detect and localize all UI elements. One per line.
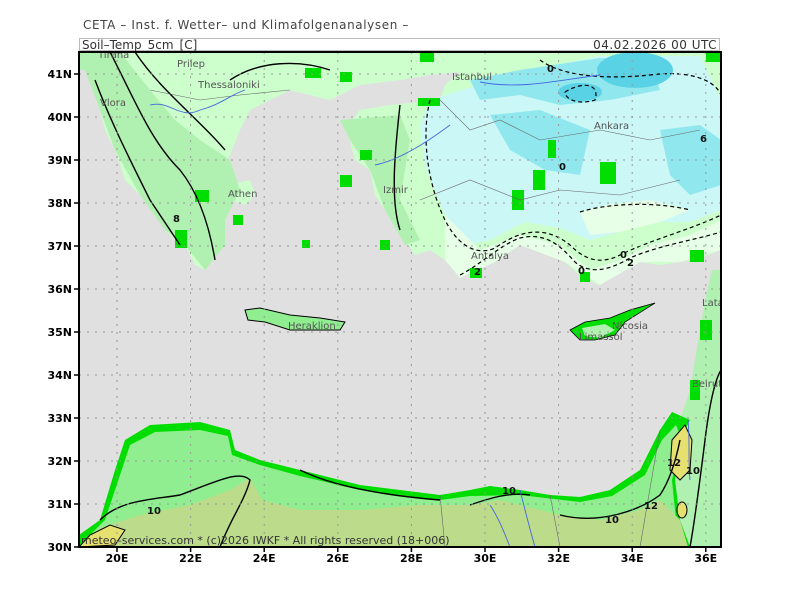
- lon-label: 30E: [474, 552, 497, 565]
- contour-label: 10: [147, 506, 161, 517]
- city-label-antalya: Antalya: [471, 251, 509, 262]
- cold-zone-mid-2: [660, 125, 721, 195]
- cold-zone-mid-3: [490, 110, 590, 175]
- plot-frame: [78, 51, 722, 548]
- contour-label: 0: [620, 250, 627, 261]
- lon-label: 24E: [253, 552, 276, 565]
- city-label-limassol: Limassol: [579, 332, 623, 343]
- city-label-thessaloniki: Thessaloniki: [197, 80, 260, 91]
- contour-label: 6: [700, 134, 707, 145]
- city-label-tirana: Tirana: [97, 50, 129, 61]
- contour-label: 10: [605, 515, 619, 526]
- valid-time: 04.02.2026 00 UTC: [593, 38, 717, 52]
- copyright-footer: meteo–services.com * (c)2026 IWKF * All …: [81, 534, 450, 547]
- greece-warm-zone: [79, 52, 240, 270]
- lat-label: 38N: [47, 197, 72, 210]
- lat-label: 31N: [47, 498, 72, 511]
- field-title: Soil–Temp_5cm_[C]: [82, 38, 198, 52]
- lat-label: 37N: [47, 240, 72, 253]
- dashed-contours: [425, 59, 721, 276]
- contour-label: 2: [627, 258, 634, 269]
- graticule: [79, 52, 721, 547]
- title-bar: Soil–Temp_5cm_[C] 04.02.2026 00 UTC: [79, 38, 720, 51]
- cyprus-interior: [582, 324, 615, 338]
- contour-label: 0: [547, 64, 554, 75]
- city-label-izmir: Izmir: [383, 185, 409, 196]
- city-label-istanbul: Istanbul: [452, 72, 492, 83]
- aegean-coast-zone: [340, 115, 420, 245]
- cold-zone-dark-2: [558, 83, 602, 101]
- contour-label: 0: [578, 266, 585, 277]
- lon-label: 26E: [326, 552, 349, 565]
- contour-label: 0: [559, 162, 566, 173]
- contour-label: 10: [686, 466, 700, 477]
- southern-turkey-warm: [445, 215, 721, 285]
- axis-ticks: 41N 40N 39N 38N 37N 36N 35N 34N 33N 32N 31N 30N 20E 2…: [47, 68, 717, 565]
- lon-label: 22E: [179, 552, 202, 565]
- contour-lines: [94, 52, 721, 547]
- lat-label: 40N: [47, 111, 72, 124]
- city-label-prilep: Prilep: [177, 59, 205, 70]
- lon-label: 34E: [621, 552, 644, 565]
- lon-label: 36E: [694, 552, 717, 565]
- lat-label: 35N: [47, 326, 72, 339]
- institute-header: CETA – Inst. f. Wetter– und Klimafolgena…: [83, 18, 409, 32]
- city-label-beirut: Beirut: [692, 379, 722, 390]
- lon-label: 32E: [547, 552, 570, 565]
- country-borders: [149, 89, 701, 547]
- city-label-heraklion: Heraklion: [288, 321, 336, 332]
- lon-label: 20E: [106, 552, 129, 565]
- contour-label: 10: [502, 486, 516, 497]
- lat-label: 32N: [47, 455, 72, 468]
- central-turkey-warm: [580, 200, 690, 235]
- yellow-zone-levant-2: [676, 501, 688, 519]
- contour-label: 12: [644, 501, 658, 512]
- yellow-zone-levant: [669, 424, 693, 481]
- city-label-athen: Athen: [228, 189, 257, 200]
- cold-zone-dark: [597, 52, 673, 88]
- land-crete: [244, 307, 346, 331]
- lat-label: 33N: [47, 412, 72, 425]
- lon-label: 28E: [400, 552, 423, 565]
- contour-label: 12: [667, 458, 681, 469]
- city-label-nicosia: Nicosia: [612, 321, 648, 332]
- lat-label: 30N: [47, 541, 72, 554]
- city-label-ankara: Ankara: [594, 121, 629, 132]
- contour-label: 2: [474, 267, 481, 278]
- africa-hot-zone: [79, 478, 688, 547]
- yellow-zone-west: [79, 524, 126, 547]
- lat-label: 34N: [47, 369, 72, 382]
- city-label-latakia: Latakia: [702, 298, 738, 309]
- contour-label: 8: [173, 214, 180, 225]
- rivers: [149, 74, 691, 547]
- lat-label: 39N: [47, 154, 72, 167]
- city-label-vlora: Vlora: [100, 98, 126, 109]
- lat-label: 41N: [47, 68, 72, 81]
- lat-label: 36N: [47, 283, 72, 296]
